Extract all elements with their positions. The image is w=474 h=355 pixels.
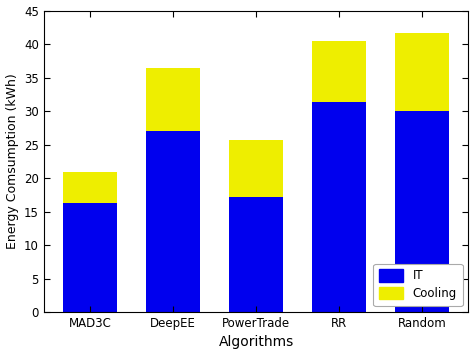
Bar: [395, 111, 449, 312]
Bar: [395, 33, 449, 111]
Bar: [63, 172, 117, 203]
Bar: [312, 41, 366, 102]
X-axis label: Algorithms: Algorithms: [219, 335, 294, 349]
Legend: IT, Cooling: IT, Cooling: [374, 263, 463, 306]
Bar: [63, 203, 117, 312]
Bar: [146, 68, 200, 131]
Bar: [312, 102, 366, 312]
Bar: [229, 197, 283, 312]
Bar: [229, 140, 283, 197]
Y-axis label: Energy Comsumption (kWh): Energy Comsumption (kWh): [6, 73, 18, 249]
Bar: [146, 131, 200, 312]
